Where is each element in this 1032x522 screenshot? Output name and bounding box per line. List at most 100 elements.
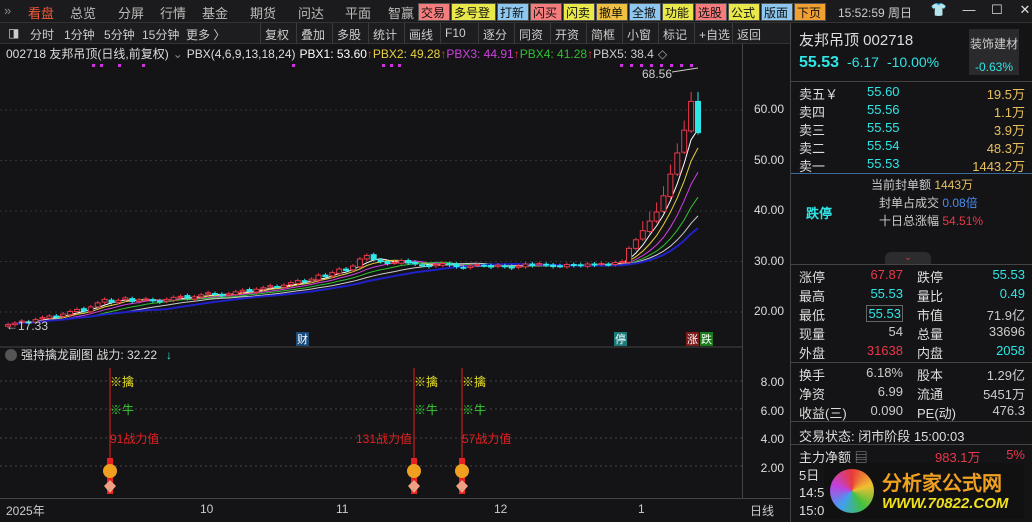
sector-pct: -0.63%	[974, 60, 1014, 74]
quick-button[interactable]: 多号登	[451, 3, 496, 21]
quick-button[interactable]: 全撤	[629, 3, 661, 21]
toolbar-button[interactable]: F10	[445, 26, 466, 40]
candle	[646, 220, 653, 232]
quick-button[interactable]: 交易	[418, 3, 450, 21]
signal-dot	[292, 64, 295, 67]
quick-button[interactable]: 撤单	[596, 3, 628, 21]
event-marker	[614, 332, 627, 346]
candle	[591, 263, 598, 266]
candle	[653, 211, 660, 222]
trade-state: 交易状态: 闭市阶段 15:00:03	[799, 429, 965, 444]
high-label: 68.56	[642, 67, 672, 81]
menu-item[interactable]: 平面	[345, 6, 372, 21]
menu-item[interactable]: 期货	[250, 6, 277, 21]
menu-item[interactable]: 看盘	[28, 6, 55, 21]
toolbar-button[interactable]: 统计	[373, 28, 398, 42]
menu-item[interactable]: 总览	[70, 6, 97, 21]
toolbar-button[interactable]: 简框	[591, 28, 616, 42]
indicator-dropdown-icon[interactable]: ⌄	[172, 47, 183, 61]
toolbar-button[interactable]: 同资	[519, 28, 544, 42]
period-tab[interactable]: 1分钟	[64, 28, 95, 42]
sub-tick: 2.00	[760, 460, 784, 475]
signal-dot	[382, 64, 385, 67]
toolbar-button[interactable]: 小窗	[627, 28, 652, 42]
toolbar-button[interactable]: 返回	[737, 28, 762, 42]
menu-item[interactable]: 基金	[202, 6, 229, 21]
signal-niu: ※牛	[414, 402, 438, 417]
ma-line	[7, 129, 699, 326]
ten-day-change: 54.51%	[942, 214, 984, 228]
indicator-name: PBX(4,6,9,13,18,24)	[186, 47, 296, 61]
candle	[563, 264, 570, 268]
quick-button[interactable]: 下页	[794, 3, 826, 21]
flow-detail-icon[interactable]: ▤	[851, 450, 868, 465]
quick-button[interactable]: 闪卖	[563, 3, 595, 21]
skin-icon[interactable]: 👕	[930, 2, 948, 17]
toolbar-button[interactable]: 标记	[663, 28, 688, 42]
signal-power: 131战力值	[356, 431, 412, 446]
close-button[interactable]: ✕	[1019, 2, 1031, 17]
period-tab[interactable]: 分时	[30, 28, 55, 42]
menu-item[interactable]: 智赢	[388, 6, 415, 21]
tick-time: 14:5	[799, 485, 825, 500]
ask-row[interactable]: 卖五￥ 55.60 19.5万	[799, 84, 1025, 102]
menu-expand-icon[interactable]: »	[4, 3, 12, 18]
sidebar-toggle-icon[interactable]: ◨	[8, 26, 20, 40]
ask-row[interactable]: 卖二 55.54 48.3万	[799, 138, 1025, 156]
pbx-value: PBX1: 53.60↑	[299, 47, 373, 61]
candle	[5, 324, 11, 327]
price-chart[interactable]: 68.56 ←17.33 财 停 涨跌	[0, 60, 742, 348]
period-tab[interactable]: 更多 〉	[186, 28, 226, 42]
ask-row[interactable]: 卖三 55.55 3.9万	[799, 120, 1025, 138]
toolbar-button[interactable]: 逐分	[483, 28, 508, 42]
candle	[626, 247, 632, 263]
menu-item[interactable]: 分屏	[118, 6, 145, 21]
quick-button[interactable]: 公式	[728, 3, 760, 21]
candle	[253, 288, 260, 293]
candle	[453, 263, 460, 268]
sub-tick: 6.00	[760, 403, 784, 418]
stat-row: 净资 6.99 流通 5451万	[799, 384, 1025, 402]
candle	[350, 265, 356, 271]
candle	[494, 264, 501, 267]
last-price: 55.53	[799, 54, 840, 71]
tick-time: 15:0	[799, 503, 825, 518]
period-tab[interactable]: 15分钟	[142, 28, 180, 42]
quick-button[interactable]: 选股	[695, 3, 727, 21]
minimize-button[interactable]: —	[962, 2, 976, 17]
sector-badge[interactable]: 装饰建材 -0.63%	[969, 29, 1019, 75]
ask-row[interactable]: 卖一 55.53 1443.2万	[799, 156, 1025, 174]
period-tab[interactable]: 5分钟	[104, 28, 135, 42]
toolbar-button[interactable]: +自选	[699, 28, 731, 42]
maximize-button[interactable]: ☐	[991, 2, 1003, 17]
event-marker	[686, 332, 699, 346]
chart-toolbar: ◨ 分时 1分钟 5分钟 15分钟 更多 〉 复权 叠加 多股 统计 画线 F10 逐分 同资 开资 简框小…	[0, 23, 790, 44]
toolbar-button[interactable]: 叠加	[301, 28, 326, 42]
quick-button[interactable]: 功能	[662, 3, 694, 21]
menu-item[interactable]: 行情	[160, 6, 187, 21]
menu-bar: » 看盘 总览 分屏 行情 基金 期货 问达 平面 智赢 交易 多号登 打新 闪买 闪卖 撤单 全撤 功能 选股…	[0, 0, 1032, 23]
quick-button[interactable]: 闪买	[530, 3, 562, 21]
quick-button[interactable]: 版面	[761, 3, 793, 21]
period-label[interactable]: 日线	[750, 504, 775, 518]
date-axis: 2025年 10 11 12 1 日线	[0, 498, 790, 522]
candle	[688, 100, 695, 132]
high-arrow	[671, 67, 699, 73]
quote-panel: 友邦吊顶 002718 55.53 -6.17 -10.00% 装饰建材 -0.63%…	[790, 23, 1032, 522]
expand-chevron-icon[interactable]: ⌄	[885, 252, 931, 264]
indicator-chart[interactable]: 强持擒龙副图 战力: 32.22 ↓※擒※牛91战力值※擒※牛131战力值※擒※牛…	[0, 346, 742, 498]
candle	[122, 297, 129, 301]
ask-row[interactable]: 卖四 55.56 1.1万	[799, 102, 1025, 120]
quick-button[interactable]: 打新	[497, 3, 529, 21]
candle	[246, 289, 253, 292]
toolbar-button[interactable]: 多股	[337, 28, 362, 42]
candle	[570, 264, 577, 267]
menu-item[interactable]: 问达	[298, 6, 325, 21]
toolbar-button[interactable]: 复权	[265, 28, 290, 42]
event-marker-label: 财	[297, 332, 308, 346]
candle	[598, 263, 605, 266]
toolbar-button[interactable]: 开资	[555, 28, 580, 42]
diamond-icon[interactable]: ◇	[657, 47, 668, 61]
toolbar-button[interactable]: 画线	[409, 28, 434, 42]
smiley-icon	[455, 464, 469, 478]
